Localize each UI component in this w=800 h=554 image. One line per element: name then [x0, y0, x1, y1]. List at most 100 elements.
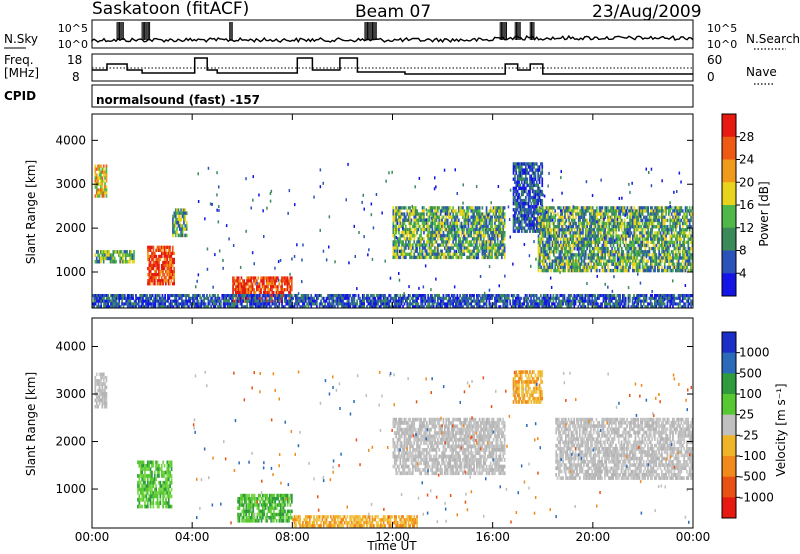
heatmap-cell — [676, 256, 679, 260]
heatmap-cell — [101, 188, 104, 192]
heatmap-cell — [239, 299, 242, 303]
heatmap-cell — [174, 294, 176, 298]
heatmap-cell — [634, 228, 637, 232]
heatmap-cell — [518, 211, 520, 215]
heatmap-cell — [341, 296, 343, 300]
heatmap-cell — [557, 206, 559, 210]
heatmap-cell — [538, 195, 541, 200]
heatmap-cell — [244, 285, 247, 289]
heatmap-cell — [640, 246, 642, 251]
heatmap-cell — [614, 265, 616, 270]
heatmap-cell — [501, 209, 503, 213]
heatmap-cell — [657, 215, 659, 219]
heatmap-cell — [553, 259, 555, 263]
heatmap-cell — [162, 270, 164, 274]
heatmap-cell — [173, 282, 175, 286]
heatmap-cell — [615, 262, 618, 266]
heatmap-cell — [687, 256, 690, 260]
heatmap-cell — [474, 252, 477, 256]
heatmap-cell — [392, 243, 395, 247]
heatmap-cell — [476, 246, 478, 250]
heatmap-cell — [169, 270, 171, 274]
heatmap-cell — [602, 246, 605, 251]
heatmap-cell — [374, 305, 377, 309]
heatmap-cell — [462, 252, 464, 256]
heatmap-cell — [398, 243, 400, 247]
heatmap-cell — [101, 296, 104, 300]
heatmap-cell — [437, 246, 439, 250]
heatmap-cell — [373, 299, 375, 303]
heatmap-cell — [320, 302, 322, 306]
heatmap-cell — [519, 198, 522, 203]
heatmap-cell — [633, 250, 636, 254]
heatmap-cell — [484, 218, 486, 222]
heatmap-cell — [663, 206, 666, 210]
heatmap-cell — [675, 253, 677, 257]
heatmap-cell — [439, 252, 442, 256]
heatmap-cell — [463, 243, 466, 247]
heatmap-cell — [530, 202, 533, 206]
heatmap-cell — [520, 229, 523, 233]
heatmap-cell — [392, 252, 395, 256]
heatmap-cell — [577, 234, 580, 238]
heatmap-cell — [582, 237, 584, 241]
heatmap-cell — [654, 234, 656, 238]
heatmap-cell — [666, 250, 669, 254]
heatmap-cell — [290, 285, 293, 289]
heatmap-cell — [446, 224, 449, 229]
heatmap-cell — [97, 294, 100, 298]
heatmap-cell — [239, 302, 242, 306]
heatmap-cell — [162, 251, 164, 256]
heatmap-cell — [459, 206, 461, 210]
heatmap-cell — [587, 221, 590, 226]
heatmap-cell — [618, 250, 620, 254]
heatmap-cell — [402, 255, 404, 260]
heatmap-cell — [550, 265, 552, 270]
heatmap-cell — [393, 294, 396, 298]
heatmap-cell — [139, 305, 141, 309]
heatmap-cell — [584, 234, 587, 238]
heatmap-cell — [630, 225, 633, 229]
heatmap-cell — [632, 256, 634, 260]
heatmap-cell — [495, 209, 498, 213]
heatmap-cell — [608, 253, 611, 257]
heatmap-cell — [593, 218, 595, 223]
heatmap-cell — [193, 299, 196, 303]
heatmap-cell — [593, 253, 595, 257]
heatmap-cell — [626, 212, 629, 216]
heatmap-cell — [623, 243, 626, 248]
heatmap-cell — [445, 209, 448, 213]
heatmap-cell — [179, 217, 181, 222]
heatmap-cell — [177, 224, 180, 228]
heatmap-cell — [278, 282, 281, 286]
heatmap-cell — [341, 294, 343, 298]
heatmap-cell — [633, 225, 636, 229]
heatmap-cell — [108, 299, 111, 303]
heatmap-cell — [310, 302, 313, 306]
heatmap-cell — [268, 276, 271, 280]
heatmap-cell — [240, 276, 243, 280]
heatmap-cell — [662, 228, 665, 232]
heatmap-cell — [540, 162, 542, 166]
heatmap-cell — [105, 170, 108, 174]
heatmap-cell — [409, 240, 411, 244]
heatmap-cell — [554, 250, 557, 254]
heatmap-cell — [431, 212, 434, 216]
heatmap-cell — [170, 279, 173, 283]
heatmap-cell — [525, 198, 527, 203]
heatmap-cell — [263, 291, 265, 295]
heatmap-cell — [547, 256, 550, 260]
heatmap-cell — [119, 259, 122, 264]
heatmap-cell — [94, 170, 97, 174]
heatmap-cell — [593, 240, 595, 245]
heatmap-cell — [417, 243, 420, 247]
heatmap-cell — [637, 262, 640, 266]
heatmap-cell — [547, 237, 550, 241]
heatmap-cell — [399, 294, 402, 298]
heatmap-cell — [519, 202, 522, 206]
heatmap-cell — [402, 231, 404, 235]
heatmap-cell — [156, 273, 159, 277]
heatmap-cell — [93, 296, 96, 300]
heatmap-cell — [548, 259, 551, 263]
heatmap-cell — [192, 299, 194, 303]
